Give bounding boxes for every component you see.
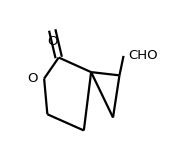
Text: CHO: CHO — [128, 49, 158, 62]
Text: O: O — [47, 35, 57, 48]
Text: O: O — [27, 72, 38, 85]
